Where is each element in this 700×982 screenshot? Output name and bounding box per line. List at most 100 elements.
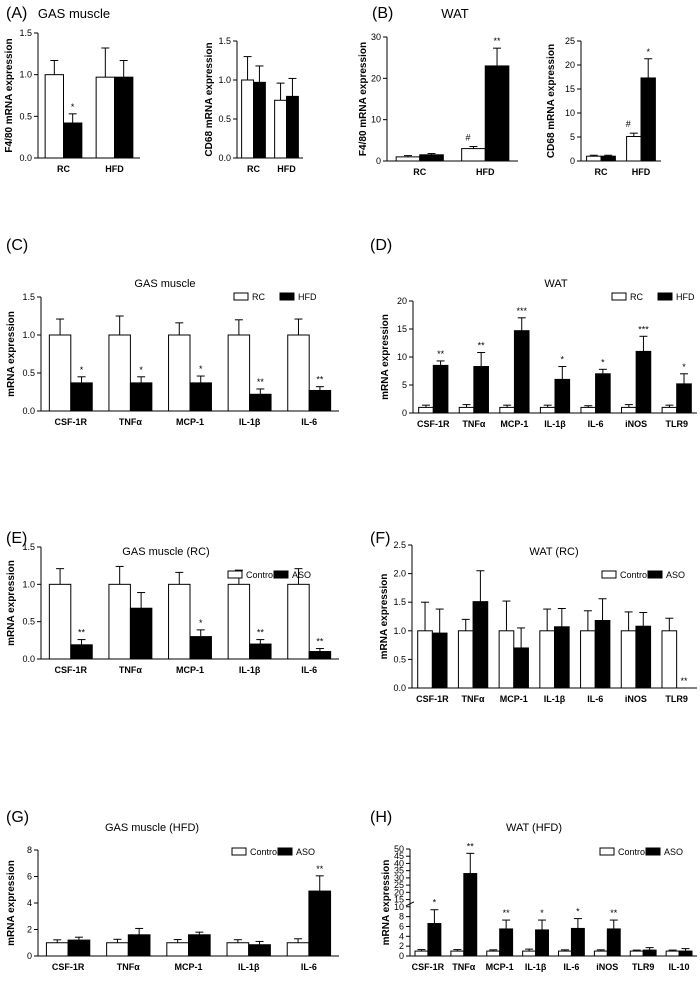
- legend-label: Control: [618, 847, 647, 857]
- bar-hfd: [432, 364, 449, 414]
- category-label: MCP-1: [174, 962, 202, 972]
- y-tick-label: 6: [399, 921, 404, 931]
- y-tick-label: 1.5: [22, 292, 35, 302]
- bar-control: [44, 74, 64, 159]
- panel-label: (D): [370, 237, 392, 254]
- bar-aso: [431, 632, 448, 689]
- bar-control: [227, 583, 251, 660]
- y-tick-label: 35: [394, 866, 404, 876]
- bar-hfd: [513, 330, 530, 414]
- bar-control: [665, 950, 680, 957]
- bar-control: [522, 950, 537, 957]
- category-label: RC: [57, 164, 70, 174]
- y-tick-label: 1.5: [218, 36, 231, 46]
- legend-label: Control: [620, 570, 649, 580]
- category-label: CSF-1R: [55, 665, 88, 675]
- chart-panel-A1: (A) GAS muscle 0.0 0.5 1.0 1.5 F4/80 mRNA expr…: [4, 5, 140, 174]
- bar-hfd: [595, 373, 611, 414]
- legend-label: HFD: [676, 292, 695, 302]
- y-axis-label: mRNA expression: [6, 860, 17, 946]
- bar-rc: [418, 406, 434, 414]
- bar-control: [539, 630, 555, 689]
- bar-hfd: [676, 383, 692, 414]
- y-tick-label: 10: [565, 108, 575, 118]
- category-label: TNFα: [117, 962, 140, 972]
- bar-hfd: [129, 382, 153, 412]
- category-label: IL-1β: [544, 419, 566, 429]
- y-tick-label: 0: [402, 408, 407, 418]
- category-label: IL-6: [587, 694, 603, 704]
- bar-rc: [458, 406, 475, 414]
- bar-control: [580, 630, 596, 689]
- y-tick-label: 40: [394, 858, 404, 868]
- legend-swatch: [231, 847, 247, 856]
- y-tick-label: 6: [27, 872, 32, 882]
- legend-swatch: [601, 570, 617, 579]
- category-label: IL-6: [301, 417, 317, 427]
- legend-swatch: [279, 292, 295, 301]
- y-tick-label: 30: [371, 32, 381, 42]
- bar-control: [414, 950, 429, 957]
- bar-hfd: [189, 382, 212, 412]
- bar-control: [593, 950, 608, 957]
- category-label: CSF-1R: [412, 962, 445, 972]
- bar-control: [629, 950, 644, 957]
- significance-marker: **: [503, 908, 511, 918]
- significance-marker: *: [139, 365, 143, 375]
- y-tick-label: 4: [27, 898, 32, 908]
- significance-marker: **: [257, 377, 265, 387]
- bar-control: [166, 942, 190, 957]
- legend-label: ASO: [296, 847, 315, 857]
- chart-title: WAT: [544, 278, 567, 290]
- bar-hfd: [70, 382, 93, 412]
- chart-title: GAS muscle (RC): [122, 546, 209, 558]
- y-axis-label: CD68 mRNA expression: [204, 42, 215, 156]
- bar-rc: [539, 406, 556, 414]
- chart-panel-E: (E) GAS muscle (RC) 0.0 0.5 1.0 1.5 mRNA expre…: [6, 530, 339, 675]
- bar-aso: [600, 155, 616, 162]
- legend-swatch: [273, 570, 289, 579]
- bar-control: [486, 950, 501, 957]
- bar-aso: [129, 607, 153, 660]
- significance-marker: **: [257, 628, 265, 638]
- bar-control: [226, 942, 250, 957]
- bar-rc: [661, 406, 678, 414]
- bar-control: [450, 950, 465, 957]
- significance-marker: *: [576, 907, 580, 917]
- legend-swatch: [599, 847, 615, 856]
- category-label: IL-1β: [239, 417, 261, 427]
- bar-aso: [642, 949, 657, 957]
- y-tick-label: 20: [397, 296, 407, 306]
- category-label: HFD: [105, 164, 124, 174]
- category-label: MCP-1: [486, 962, 514, 972]
- legend-label: RC: [252, 292, 265, 302]
- y-tick-label: 0.0: [22, 406, 35, 416]
- bar-control: [286, 942, 310, 957]
- category-label: IL-1β: [239, 665, 261, 675]
- bar-aso: [189, 636, 212, 660]
- bar-rc: [227, 334, 251, 412]
- y-tick-label: 10: [397, 352, 407, 362]
- bar-aso: [678, 950, 693, 957]
- significance-marker: *: [646, 47, 650, 57]
- significance-marker: **: [680, 676, 688, 686]
- bar-aso: [286, 95, 299, 159]
- category-label: RC: [413, 167, 426, 177]
- y-tick-label: 0.0: [19, 153, 32, 163]
- bar-aso: [253, 81, 266, 159]
- chart-title: WAT (RC): [529, 546, 578, 558]
- bar-aso: [308, 651, 332, 660]
- bar-control: [106, 942, 129, 957]
- y-tick-label: 2.5: [393, 540, 406, 550]
- significance-marker: *: [433, 898, 437, 908]
- y-axis-label: F4/80 mRNA expression: [4, 38, 15, 152]
- y-tick-label: 0.5: [22, 617, 35, 627]
- y-tick-label: 0: [399, 951, 404, 961]
- category-label: IL-6: [301, 962, 317, 972]
- legend-label: RC: [630, 292, 643, 302]
- legend-swatch: [645, 847, 661, 856]
- significance-marker: *: [199, 618, 203, 628]
- bar-aso: [472, 601, 489, 689]
- bar-control: [108, 583, 131, 660]
